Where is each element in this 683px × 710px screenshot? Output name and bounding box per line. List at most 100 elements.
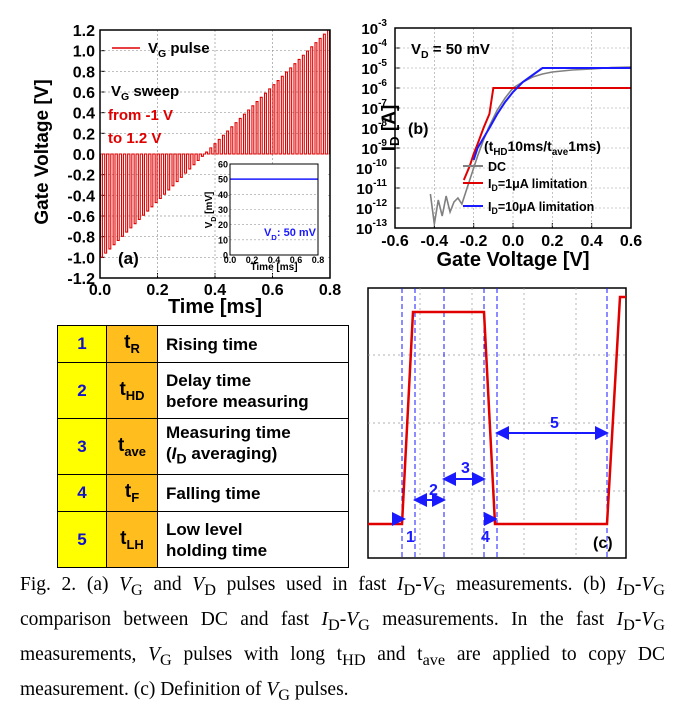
panel-b-xtick-label: 0.2 [541, 233, 563, 250]
row-symbol: tR [106, 325, 158, 363]
row-symbol: tLH [106, 511, 158, 568]
panel-c-marker-label: 2 [429, 482, 438, 499]
panel-a-ytick-label: -0.4 [67, 188, 95, 205]
panel-a-ytick-label: -1.2 [67, 271, 95, 288]
panel-b-series-dc [429, 66, 632, 225]
table-row: 2 tHD Delay time before measuring [57, 362, 349, 419]
panel-a-annotation-from: from -1 V [108, 107, 173, 124]
panel-a-inset-frame [229, 163, 319, 256]
panel-a-ytick-label: 0.6 [73, 85, 95, 102]
row-description: Delay time before measuring [157, 362, 349, 419]
panel-b-ytick-label: 10-6 [361, 78, 387, 98]
panel-a-inset-bg [230, 164, 328, 258]
panel-b-label: (b) [408, 121, 428, 138]
table-row: 3 tave Measuring time (ID averaging) [57, 418, 349, 475]
panel-a-xtick-label: 0.0 [89, 282, 111, 299]
panel-a-ylabel: Gate Voltage [V] [32, 79, 53, 224]
row-symbol: tHD [106, 362, 158, 419]
panel-c-pulse-trace [368, 295, 626, 526]
panel-a-ytick-label: 1.0 [73, 44, 95, 61]
panel-a-pulse-series [99, 29, 331, 258]
panel-b-ytick-label: 10-13 [356, 218, 388, 238]
row-symbol: tF [106, 474, 158, 512]
panel-a-xtick-label: 0.4 [204, 282, 226, 299]
panel-b-ytick-label: 10-7 [361, 98, 387, 118]
panel-a-label: (a) [118, 249, 139, 268]
panel-a-ytick-label: 0.8 [73, 64, 95, 81]
panel-b-chart: ID​ [A] 10-310-410-510-610-710-810-910-1… [356, 18, 642, 271]
panel-b-series-limit-1ua [462, 87, 631, 181]
panel-b-ytick-label: 10-9 [361, 138, 387, 158]
row-description: Measuring time (ID averaging) [157, 418, 349, 475]
panel-a-annotation-to: to 1.2 V [108, 130, 161, 147]
panel-b-legend-label: ID​=1μA limitation [488, 177, 587, 193]
panel-c-marker-label: 1 [406, 529, 415, 546]
panel-a-inset-ytick-label: 20 [218, 220, 228, 230]
panel-a-annotation-sweep: VG​ sweep [111, 83, 179, 103]
panel-a-inset-ytick-label: 40 [218, 190, 228, 200]
panel-b-xlabel: Gate Voltage [V] [437, 249, 590, 271]
panel-a-ytick-label: 0.0 [73, 147, 95, 164]
panel-b-ytick-label: 10-11 [356, 178, 387, 198]
panel-a-inset-ytick-label: 60 [218, 160, 228, 170]
panel-c-marker-label: 3 [461, 460, 470, 477]
panel-a-inset-xtick-label: 0.0 [224, 255, 237, 265]
panel-a-ytick-label: -0.6 [67, 209, 95, 226]
panel-c-chart: 2 3 5 1 4 (c) [367, 287, 627, 559]
row-symbol: tave [106, 418, 158, 475]
panel-b-ytick-label: 10-8 [361, 118, 387, 138]
panel-b-legend-label: ID​=10μA limitation [488, 200, 594, 216]
panel-a-xtick-label: 0.2 [146, 282, 168, 299]
panel-a-inset-xtick-label: 0.2 [246, 255, 259, 265]
panel-a-chart: Gate Voltage [V] 1.2 1.0 0.8 0.6 0.4 0.2 0.0 -0… [32, 23, 341, 318]
panel-a-ytick-label: -1.0 [67, 250, 95, 267]
panel-a-xlabel: Time [ms] [168, 296, 262, 318]
row-number: 5 [57, 511, 107, 568]
panel-b-xtick-label: -0.2 [460, 233, 488, 250]
panel-c-marker-label: 5 [550, 415, 559, 432]
panel-a-inset-xlabel: Time [ms] [250, 262, 297, 273]
row-number: 3 [57, 418, 107, 475]
table-row: 1 tR Rising time [57, 325, 349, 363]
panel-a-ytick-label: 0.4 [73, 106, 95, 123]
panel-a-ytick-label: 0.2 [73, 126, 95, 143]
panel-a-inset-ylabel: VD​ [mV] [204, 192, 218, 229]
pulse-parameter-table: 1 tR Rising time 2 tHD Delay time before measu… [57, 325, 349, 568]
panel-a-ytick-label: 1.2 [73, 23, 95, 40]
panel-b-xtick-label: -0.4 [421, 233, 449, 250]
panel-a-inset-xtick-label: 0.6 [290, 255, 303, 265]
panel-a-inset-ytick-label: 30 [218, 205, 228, 215]
panel-a-legend-label: VG​ pulse [148, 40, 210, 60]
panel-b-ytick-label: 10-5 [361, 58, 387, 78]
table-row: 4 tF Falling time [57, 474, 349, 512]
panel-a-inset-label: VD​: 50 mV [264, 227, 317, 242]
panel-a-frame [99, 29, 331, 279]
figure-caption: Fig. 2. (a) VG and VD pulses used in fas… [20, 574, 666, 704]
panel-b-ytick-label: 10-10 [356, 158, 388, 178]
row-description: Low level holding time [157, 511, 349, 568]
panel-a-ytick-label: -0.8 [67, 230, 95, 247]
panel-c-label: (c) [593, 535, 613, 552]
panel-b-annotation-vd: VD​ = 50 mV [411, 41, 490, 61]
panel-b-ytick-label: 10-12 [356, 198, 388, 218]
panel-a-ytick-label: -0.2 [67, 168, 95, 185]
panel-a-xtick-label: 0.8 [319, 282, 341, 299]
panel-a-inset-ytick-label: 50 [218, 175, 228, 185]
panel-b-legend-label: DC [488, 160, 506, 174]
row-number: 2 [57, 362, 107, 419]
panel-b-xtick-label: 0.6 [620, 233, 642, 250]
panel-b-annotation-timing: (tHD​10ms/tave​1ms) [484, 138, 601, 158]
panel-b-xtick-label: 0.0 [502, 233, 524, 250]
panel-b-frame [394, 27, 632, 229]
row-description: Rising time [157, 325, 349, 363]
row-number: 1 [57, 325, 107, 363]
row-description: Falling time [157, 474, 349, 512]
panel-c-marker-label: 4 [481, 529, 490, 546]
table-row: 5 tLH Low level holding time [57, 511, 349, 568]
panel-b-ytick-label: 10-3 [361, 18, 387, 38]
panel-a-inset-ytick-label: 10 [218, 235, 228, 245]
panel-b-ytick-label: 10-4 [361, 38, 387, 58]
panel-a-inset-xtick-label: 0.8 [312, 255, 325, 265]
panel-b-xtick-label: 0.4 [581, 233, 603, 250]
panel-b-series-limit-10ua [472, 67, 631, 161]
